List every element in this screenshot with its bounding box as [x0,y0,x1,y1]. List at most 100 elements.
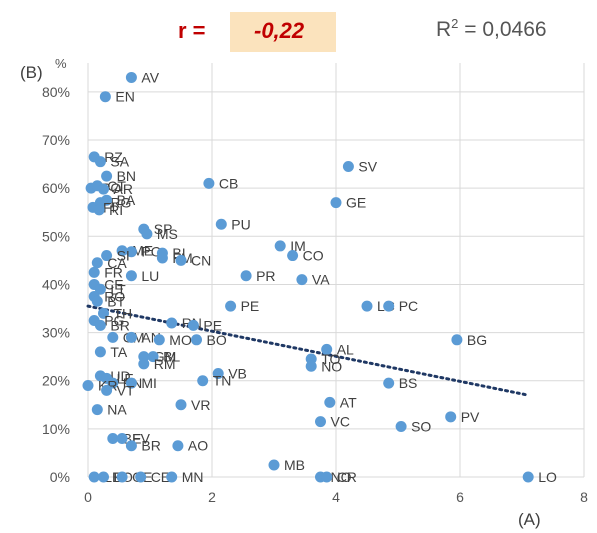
data-point [91,257,103,269]
data-point-label: LU [141,268,159,284]
data-point [94,283,106,295]
data-point-label: SO [411,418,431,434]
data-point-label: AO [188,438,208,454]
data-point-label: AV [141,69,159,85]
data-point-label: TA [110,344,128,360]
data-point [187,319,199,331]
y-tick-label: 40% [42,276,70,292]
data-point [94,346,106,358]
y-tick-label: 60% [42,180,70,196]
data-point [107,377,119,389]
data-point-label: MS [157,226,178,242]
data-point-label: BS [399,375,418,391]
data-point [321,343,333,355]
data-point-label: CE [151,469,170,485]
data-point-label: VT [117,382,135,398]
data-point [315,416,326,428]
y-tick-label: 30% [42,325,70,341]
data-point [268,459,280,471]
data-point-label: RI [109,202,123,218]
data-point-label: CN [191,252,211,268]
data-point [125,377,137,389]
data-point-label: BG [467,332,487,348]
correlation-value: -0,22 [254,18,305,43]
data-point-label: NO [331,469,352,485]
data-point [98,471,109,483]
chart-header: r = -0,22 R2 = 0,0466 [0,0,597,60]
data-point [215,218,227,230]
data-point [451,334,463,346]
data-point-label: BL [163,349,180,365]
data-point [156,252,168,264]
data-point-label: FR [104,264,123,280]
data-point [125,246,137,258]
data-point [383,300,395,312]
data-point-label: TO [321,351,340,367]
data-point [166,317,178,329]
data-point-label: AL [337,341,354,357]
data-point-label: RO [104,288,125,304]
data-point [116,245,128,257]
y-axis-unit: % [55,56,67,71]
data-point [93,204,105,216]
data-point-label: AR [114,181,133,197]
data-point [94,319,106,331]
data-point-label: SP [154,221,173,237]
data-point [135,471,147,483]
data-point-label: PC [399,298,418,314]
data-point-label: BR [110,317,129,333]
data-point [203,177,215,189]
data-point-label: RG [110,195,131,211]
data-point [445,411,457,423]
data-point [101,250,113,262]
x-tick-label: 6 [456,489,464,505]
data-point-label: FI [103,199,115,215]
data-point [116,471,128,483]
data-point [330,197,342,209]
data-point-label: CA [107,255,127,271]
data-point [98,183,109,195]
data-point-label: BO [207,332,227,348]
data-point-label: TN [213,373,232,389]
data-point [324,396,336,408]
data-point-label: MI [141,375,157,391]
x-axis-label: (A) [518,510,541,529]
data-point [197,375,209,387]
data-point-label: MB [284,457,305,473]
data-point-label: PR [256,268,275,284]
data-point-label: PO [141,244,161,260]
r-squared-prefix: R [436,18,452,41]
data-point [125,440,137,452]
data-point [166,471,178,483]
data-point [101,194,113,206]
data-point-label: CR [337,469,357,485]
data-point [240,270,252,282]
y-tick-label: 80% [42,84,70,100]
data-point-label: CB [219,175,238,191]
r-squared-exponent: 2 [451,16,459,31]
data-point-label: PE [241,298,260,314]
axis-ticks: 0% 10% 20% 30% 40% 50% 60% 70% 80% 0 2 4 6 8 [42,84,588,505]
data-point-label: MO [169,332,192,348]
y-tick-label: 20% [42,373,70,389]
r-squared-value: = 0,0466 [458,18,547,41]
data-point [88,266,100,278]
data-point-label: CT [107,178,126,194]
data-point [321,471,333,483]
trend-line [86,304,530,397]
y-tick-label: 50% [42,228,70,244]
data-point-label: FV [132,430,151,446]
data-point-label: PE [203,317,222,333]
data-point [305,360,317,372]
data-point [98,307,109,319]
data-point-label: SI [117,248,130,264]
data-point [125,331,137,343]
data-point-label: BR [141,438,160,454]
data-point [101,384,113,396]
x-tick-label: 2 [208,489,216,505]
data-point [125,71,137,83]
data-point [141,228,153,240]
data-point-label: VA [312,272,330,288]
data-point [82,380,94,392]
